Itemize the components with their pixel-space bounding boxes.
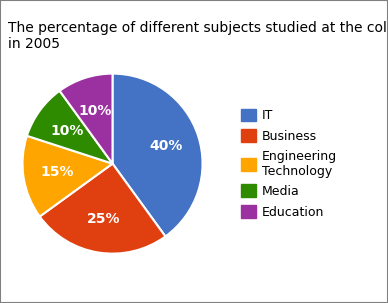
Wedge shape [40, 164, 165, 254]
Text: 10%: 10% [51, 124, 84, 138]
Legend: IT, Business, Engineering
Technology, Media, Education: IT, Business, Engineering Technology, Me… [236, 104, 342, 224]
Text: 10%: 10% [79, 104, 112, 118]
Text: 15%: 15% [41, 165, 74, 179]
Text: The percentage of different subjects studied at the college
in 2005: The percentage of different subjects stu… [8, 21, 388, 52]
Wedge shape [113, 74, 203, 236]
Wedge shape [23, 136, 113, 217]
Text: 25%: 25% [87, 212, 121, 226]
Wedge shape [60, 74, 113, 164]
Text: 40%: 40% [149, 139, 182, 153]
Wedge shape [27, 91, 113, 164]
